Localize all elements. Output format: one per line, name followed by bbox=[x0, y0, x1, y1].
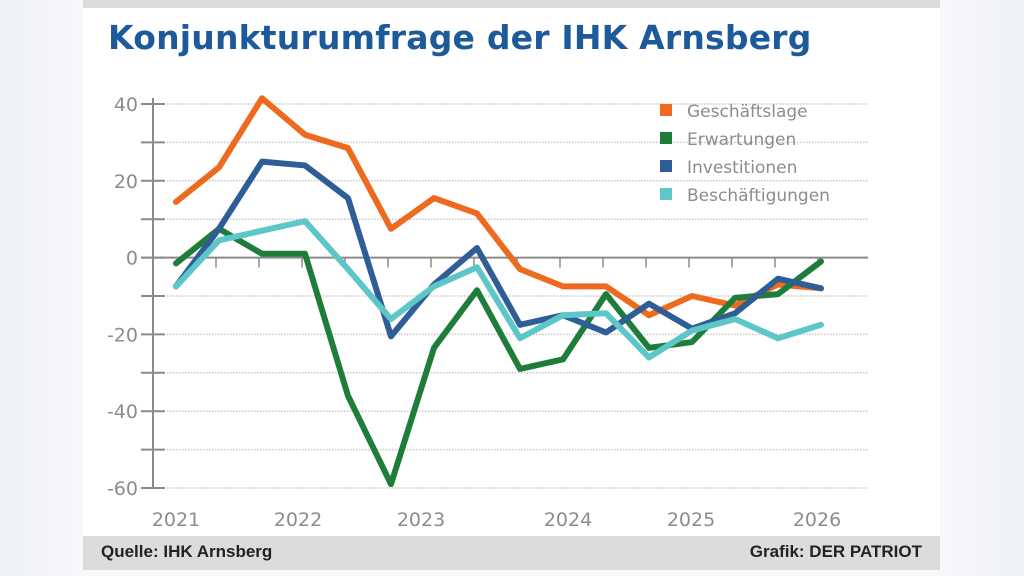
legend-label: Geschäftslage bbox=[687, 102, 808, 122]
series-line-erwartungen bbox=[173, 225, 824, 488]
legend: Geschäftslage Erwartungen Investitionen Bes… bbox=[660, 102, 830, 206]
x-tick-label: 2023 bbox=[397, 509, 445, 531]
series-line-beschäftigungen bbox=[173, 218, 824, 361]
chart-title: Konjunkturumfrage der IHK Arnsberg bbox=[108, 18, 812, 57]
y-tick-label: 20 bbox=[114, 171, 138, 193]
y-tick-label: -20 bbox=[107, 324, 138, 346]
legend-label: Beschäftigungen bbox=[687, 186, 830, 206]
legend-label: Investitionen bbox=[687, 158, 797, 178]
x-tick-label: 2026 bbox=[793, 509, 841, 531]
legend-swatch bbox=[660, 160, 672, 172]
y-tick-label: 40 bbox=[114, 94, 138, 116]
legend-swatch bbox=[660, 104, 672, 116]
x-tick-label: 2022 bbox=[274, 509, 322, 531]
series-line-geschäftslage bbox=[173, 95, 824, 319]
legend-swatch bbox=[660, 188, 672, 200]
legend-swatch bbox=[660, 132, 672, 144]
series-line-investitionen bbox=[173, 158, 824, 340]
credit-label: Grafik: DER PATRIOT bbox=[749, 542, 922, 561]
footer-bar: Quelle: IHK Arnsberg Grafik: DER PATRIOT bbox=[83, 536, 940, 570]
top-border bbox=[83, 0, 940, 8]
axes: 40 20 0 -20 -40 -60 2021 2022 2023 2024 2025 2026 bbox=[107, 94, 868, 531]
series-lines bbox=[173, 95, 824, 488]
legend-label: Erwartungen bbox=[687, 130, 796, 150]
y-tick-label: -40 bbox=[107, 401, 138, 423]
y-tick-label: 0 bbox=[126, 248, 138, 270]
x-tick-label: 2025 bbox=[667, 509, 715, 531]
x-tick-label: 2021 bbox=[152, 509, 200, 531]
x-tick-label: 2024 bbox=[544, 509, 592, 531]
source-label: Quelle: IHK Arnsberg bbox=[101, 542, 273, 561]
y-tick-label: -60 bbox=[107, 478, 138, 500]
